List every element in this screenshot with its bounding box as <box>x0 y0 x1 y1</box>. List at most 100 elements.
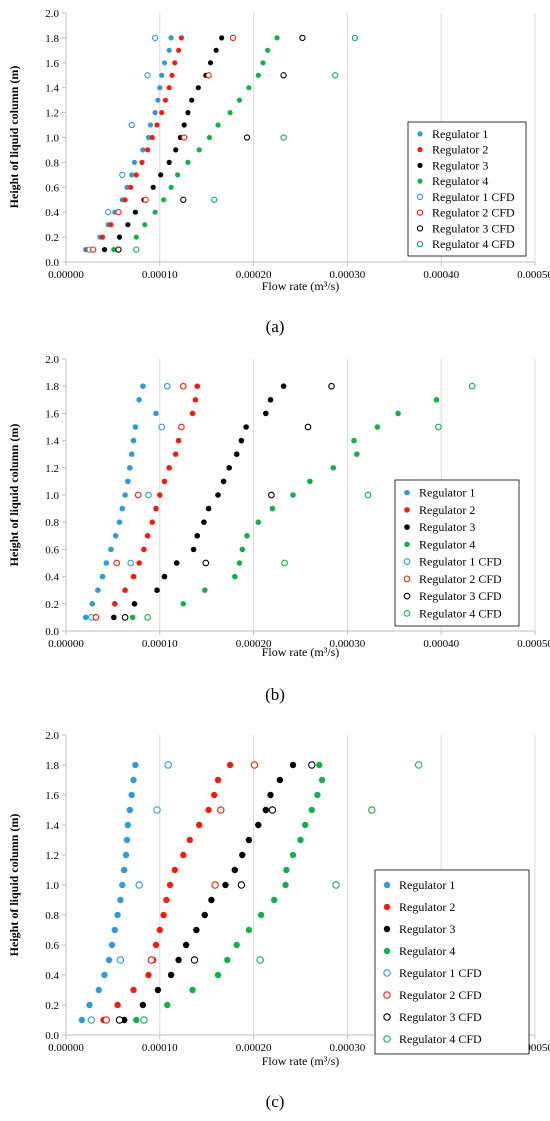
x-tick-label: 0.00050 <box>517 638 550 650</box>
data-point <box>274 35 280 41</box>
data-point <box>282 881 289 889</box>
data-point <box>161 197 167 203</box>
data-point <box>233 451 240 457</box>
data-point <box>136 397 142 403</box>
y-tick-label: 1.8 <box>45 33 59 45</box>
data-point <box>135 881 143 889</box>
data-point <box>140 383 146 389</box>
data-point <box>152 209 158 215</box>
data-point <box>114 911 121 919</box>
data-point <box>308 806 315 814</box>
data-point <box>111 926 119 934</box>
legend-marker <box>416 193 424 201</box>
data-point <box>215 492 221 498</box>
data-point <box>122 851 130 859</box>
data-point <box>229 34 237 42</box>
data-point <box>332 72 339 79</box>
y-tick-label: 1.0 <box>45 490 59 502</box>
legend: Regulator 1 Regulator 2 Regulator 3 Regulat… <box>374 869 530 1055</box>
data-point <box>130 573 137 580</box>
y-tick-label: 0.8 <box>45 517 59 529</box>
data-point <box>124 184 130 190</box>
data-point <box>116 956 125 964</box>
data-point <box>297 836 304 844</box>
data-point <box>289 851 297 859</box>
x-tick-label: 0.00030 <box>330 638 366 650</box>
data-point <box>226 761 234 769</box>
data-point <box>132 424 139 430</box>
data-point <box>255 519 262 525</box>
data-point <box>133 246 140 253</box>
data-point <box>207 60 214 66</box>
legend-label: Regulator 3 <box>399 922 455 936</box>
x-axis-label: Flow rate (m³/s) <box>262 279 340 293</box>
data-point <box>90 246 97 253</box>
data-point <box>153 505 159 512</box>
data-point <box>182 941 190 949</box>
data-point <box>111 614 117 621</box>
data-point <box>181 134 188 141</box>
data-point <box>129 614 136 621</box>
data-point <box>112 601 118 607</box>
data-point <box>86 1001 93 1009</box>
legend-label: Regulator 4 CFD <box>432 237 515 251</box>
data-point <box>121 614 129 621</box>
data-point <box>205 806 212 814</box>
data-point <box>142 222 148 228</box>
y-tick-label: 0.4 <box>45 572 59 584</box>
data-point <box>243 424 249 430</box>
y-tick-label: 1.2 <box>45 850 59 862</box>
y-tick-label: 2.0 <box>45 730 59 742</box>
data-point <box>131 159 138 165</box>
data-point <box>195 85 201 91</box>
y-tick-label: 0.8 <box>45 157 59 169</box>
legend-label: Regulator 2 <box>419 503 475 517</box>
data-point <box>239 546 246 553</box>
data-point <box>180 601 187 607</box>
legend-box <box>407 121 527 257</box>
data-point <box>99 573 106 580</box>
data-point <box>196 147 202 153</box>
y-tick-label: 0.6 <box>45 544 59 556</box>
data-point <box>127 559 135 567</box>
data-point <box>117 896 124 904</box>
data-point <box>196 821 203 829</box>
data-point <box>213 47 219 53</box>
data-point <box>194 383 201 389</box>
data-point <box>108 222 114 228</box>
legend-label: Regulator 4 <box>399 944 455 958</box>
data-point <box>316 761 323 769</box>
series-regulator-1 <box>78 761 139 1024</box>
data-point <box>351 437 357 444</box>
data-point <box>267 397 274 403</box>
data-point <box>112 533 119 539</box>
y-tick-label: 0.6 <box>45 182 59 194</box>
data-point <box>125 222 131 228</box>
series-regulator-1-cfd <box>87 382 171 621</box>
data-point <box>111 247 117 253</box>
data-point <box>231 866 238 874</box>
data-point <box>260 60 266 66</box>
x-tick-label: 0.00020 <box>236 638 272 650</box>
y-tick-label: 0.6 <box>45 940 59 952</box>
y-axis-label: Height of liquid column (m) <box>7 66 21 209</box>
data-point <box>163 382 171 390</box>
data-point <box>194 533 201 539</box>
legend-label: Regulator 1 CFD <box>399 966 482 980</box>
data-point <box>151 34 159 42</box>
data-point <box>368 806 376 814</box>
legend-marker <box>383 925 391 933</box>
panel-label: (c) <box>266 1092 285 1111</box>
data-point <box>318 776 326 784</box>
data-point <box>121 866 128 874</box>
data-point <box>130 986 137 994</box>
x-tick-label: 0.00050 <box>517 269 550 281</box>
data-point <box>289 761 297 769</box>
data-point <box>127 465 133 471</box>
data-point <box>227 110 233 116</box>
data-point <box>159 110 165 116</box>
data-point <box>175 437 182 444</box>
data-point <box>395 410 401 417</box>
series-regulator-1-cfd <box>86 34 159 253</box>
series-regulator-2-cfd <box>102 761 259 1024</box>
